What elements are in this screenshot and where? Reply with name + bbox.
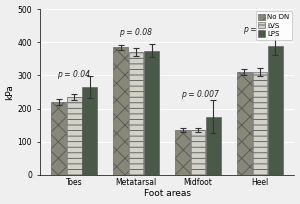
Bar — [144, 51, 159, 175]
Legend: No DN, LVS, LPS: No DN, LVS, LPS — [256, 11, 292, 40]
Bar — [190, 130, 206, 175]
Bar — [67, 97, 82, 175]
Text: p = 0.007: p = 0.007 — [181, 90, 219, 99]
X-axis label: Foot areas: Foot areas — [143, 190, 190, 198]
Text: p = 0.08: p = 0.08 — [119, 28, 152, 37]
Text: p = 0.04: p = 0.04 — [57, 70, 90, 79]
Bar — [113, 47, 128, 175]
Text: p = 0.001: p = 0.001 — [243, 25, 281, 34]
Bar — [237, 72, 252, 175]
Bar — [206, 117, 221, 175]
Bar — [253, 72, 267, 175]
Bar — [175, 130, 190, 175]
Bar — [82, 87, 97, 175]
Y-axis label: kPa: kPa — [6, 84, 15, 100]
Bar — [51, 102, 66, 175]
Bar — [268, 45, 283, 175]
Bar — [129, 52, 143, 175]
